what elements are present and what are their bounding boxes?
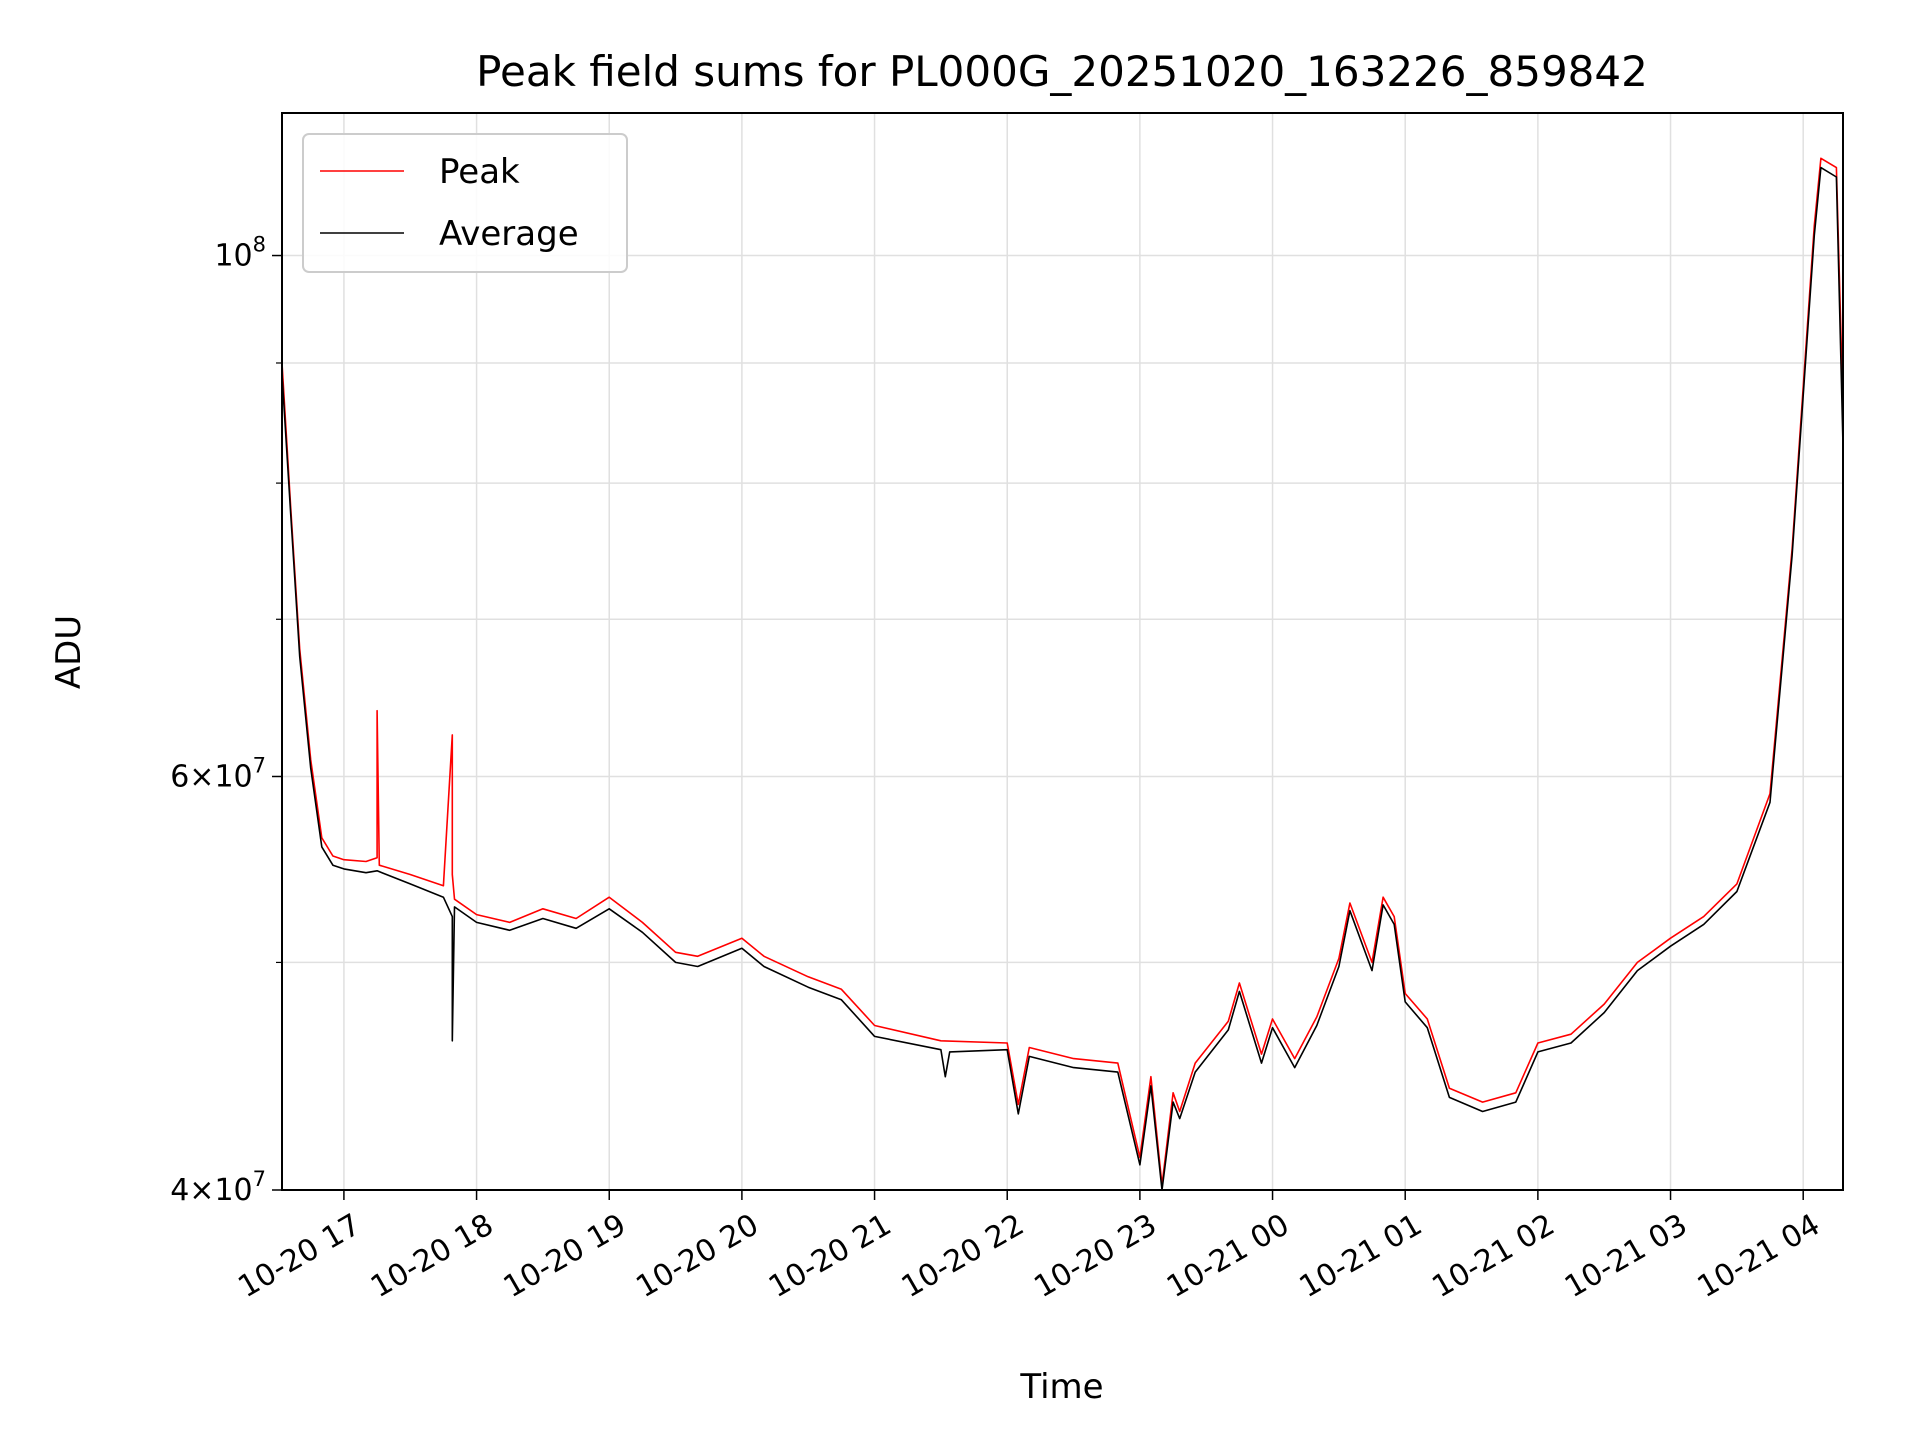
y-tick-label: 4×107 — [170, 1167, 266, 1208]
y-axis: 4×107 6×107 108 — [170, 233, 282, 1208]
legend-frame — [302, 133, 628, 273]
legend: Peak Average — [302, 133, 628, 273]
chart-title: Peak field sums for PL000G_20251020_1632… — [476, 47, 1648, 96]
series-lines — [281, 157, 1844, 1191]
legend-label-average: Average — [439, 214, 579, 254]
y-tick-label: 108 — [214, 233, 266, 274]
legend-label-peak: Peak — [439, 152, 520, 192]
y-tick-label: 6×107 — [170, 753, 266, 794]
series-line-peak — [281, 157, 1844, 1186]
plot-area-frame — [281, 112, 1844, 1191]
x-axis-title: Time — [1019, 1367, 1103, 1407]
series-line-average — [281, 166, 1844, 1191]
y-axis-title: ADU — [49, 615, 89, 689]
